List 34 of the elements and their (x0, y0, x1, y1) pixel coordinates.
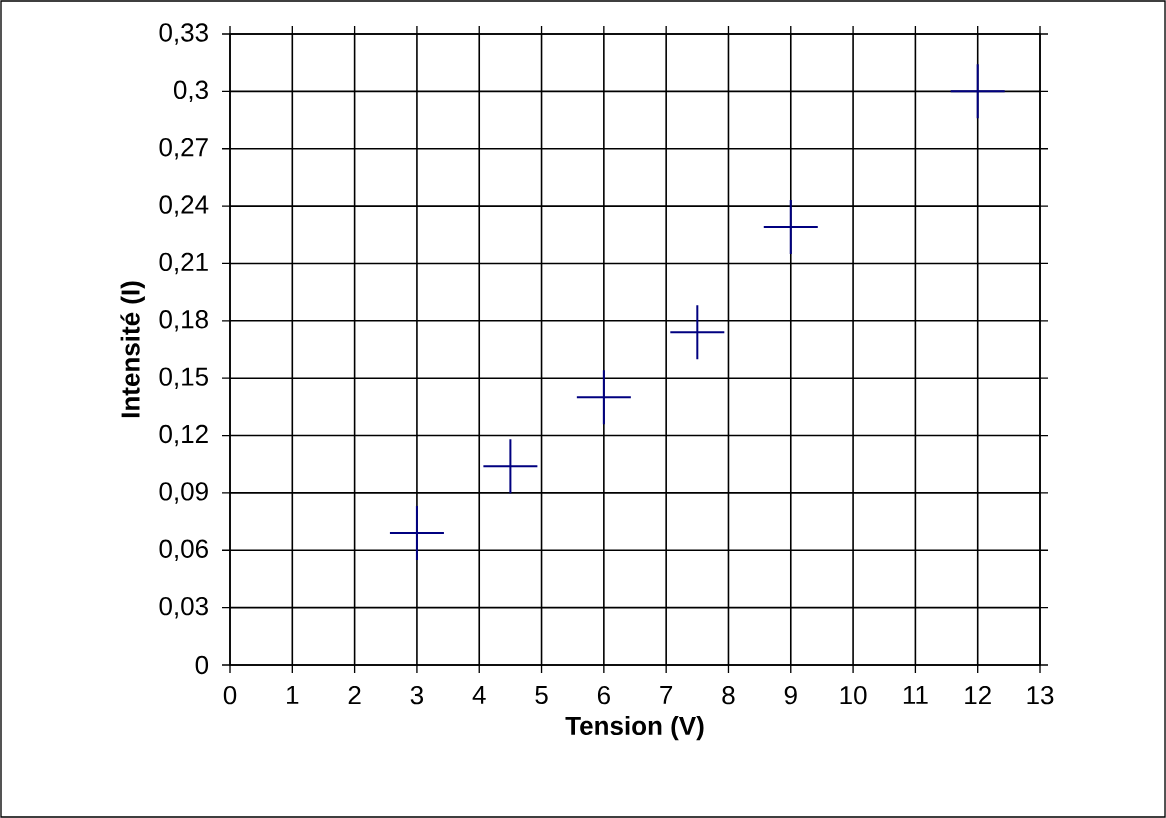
point (950, 64, 1005, 119)
x-tick-label: 8 (722, 685, 735, 705)
x-tick-label: 0 (223, 685, 237, 705)
y-tick-label: 0 (195, 655, 209, 675)
x-tick-label: 12 (965, 685, 991, 705)
point (763, 200, 818, 255)
point (576, 370, 631, 425)
y-tick-label: 0,15 (159, 367, 208, 389)
x-tick-label: 3 (410, 685, 424, 705)
y-tick-label: 0,18 (159, 310, 208, 332)
y-tick-label: 0,06 (159, 539, 208, 562)
y-tick-label: 0,09 (159, 482, 208, 504)
x-tick-label: 4 (472, 685, 486, 704)
x-tick-label: 9 (784, 685, 797, 705)
x-tick-label: 10 (840, 685, 867, 705)
x-tick-label: 1 (287, 685, 299, 704)
point (670, 305, 725, 360)
y-tick-label: 0,21 (159, 252, 208, 275)
y-axis-title: Intensité (I) (120, 281, 145, 418)
y-tick-label: 0,03 (159, 596, 208, 619)
x-axis-title: Tension (V) (565, 715, 704, 741)
x-tick-label: 6 (597, 685, 610, 705)
point (483, 439, 538, 494)
y-tick-label: 0,12 (159, 424, 208, 447)
y-tick-label: 0,33 (159, 23, 208, 45)
x-tick-label: 13 (1027, 685, 1054, 705)
x-tick-label: 11 (903, 685, 928, 704)
y-tick-label: 0,24 (159, 195, 209, 217)
y-tick-label: 0,3 (173, 80, 208, 103)
y-tick-label: 0,27 (159, 137, 208, 160)
x-tick-label: 7 (660, 685, 673, 704)
x-tick-label: 2 (348, 685, 361, 705)
point (389, 506, 444, 561)
x-tick-label: 5 (535, 685, 548, 705)
